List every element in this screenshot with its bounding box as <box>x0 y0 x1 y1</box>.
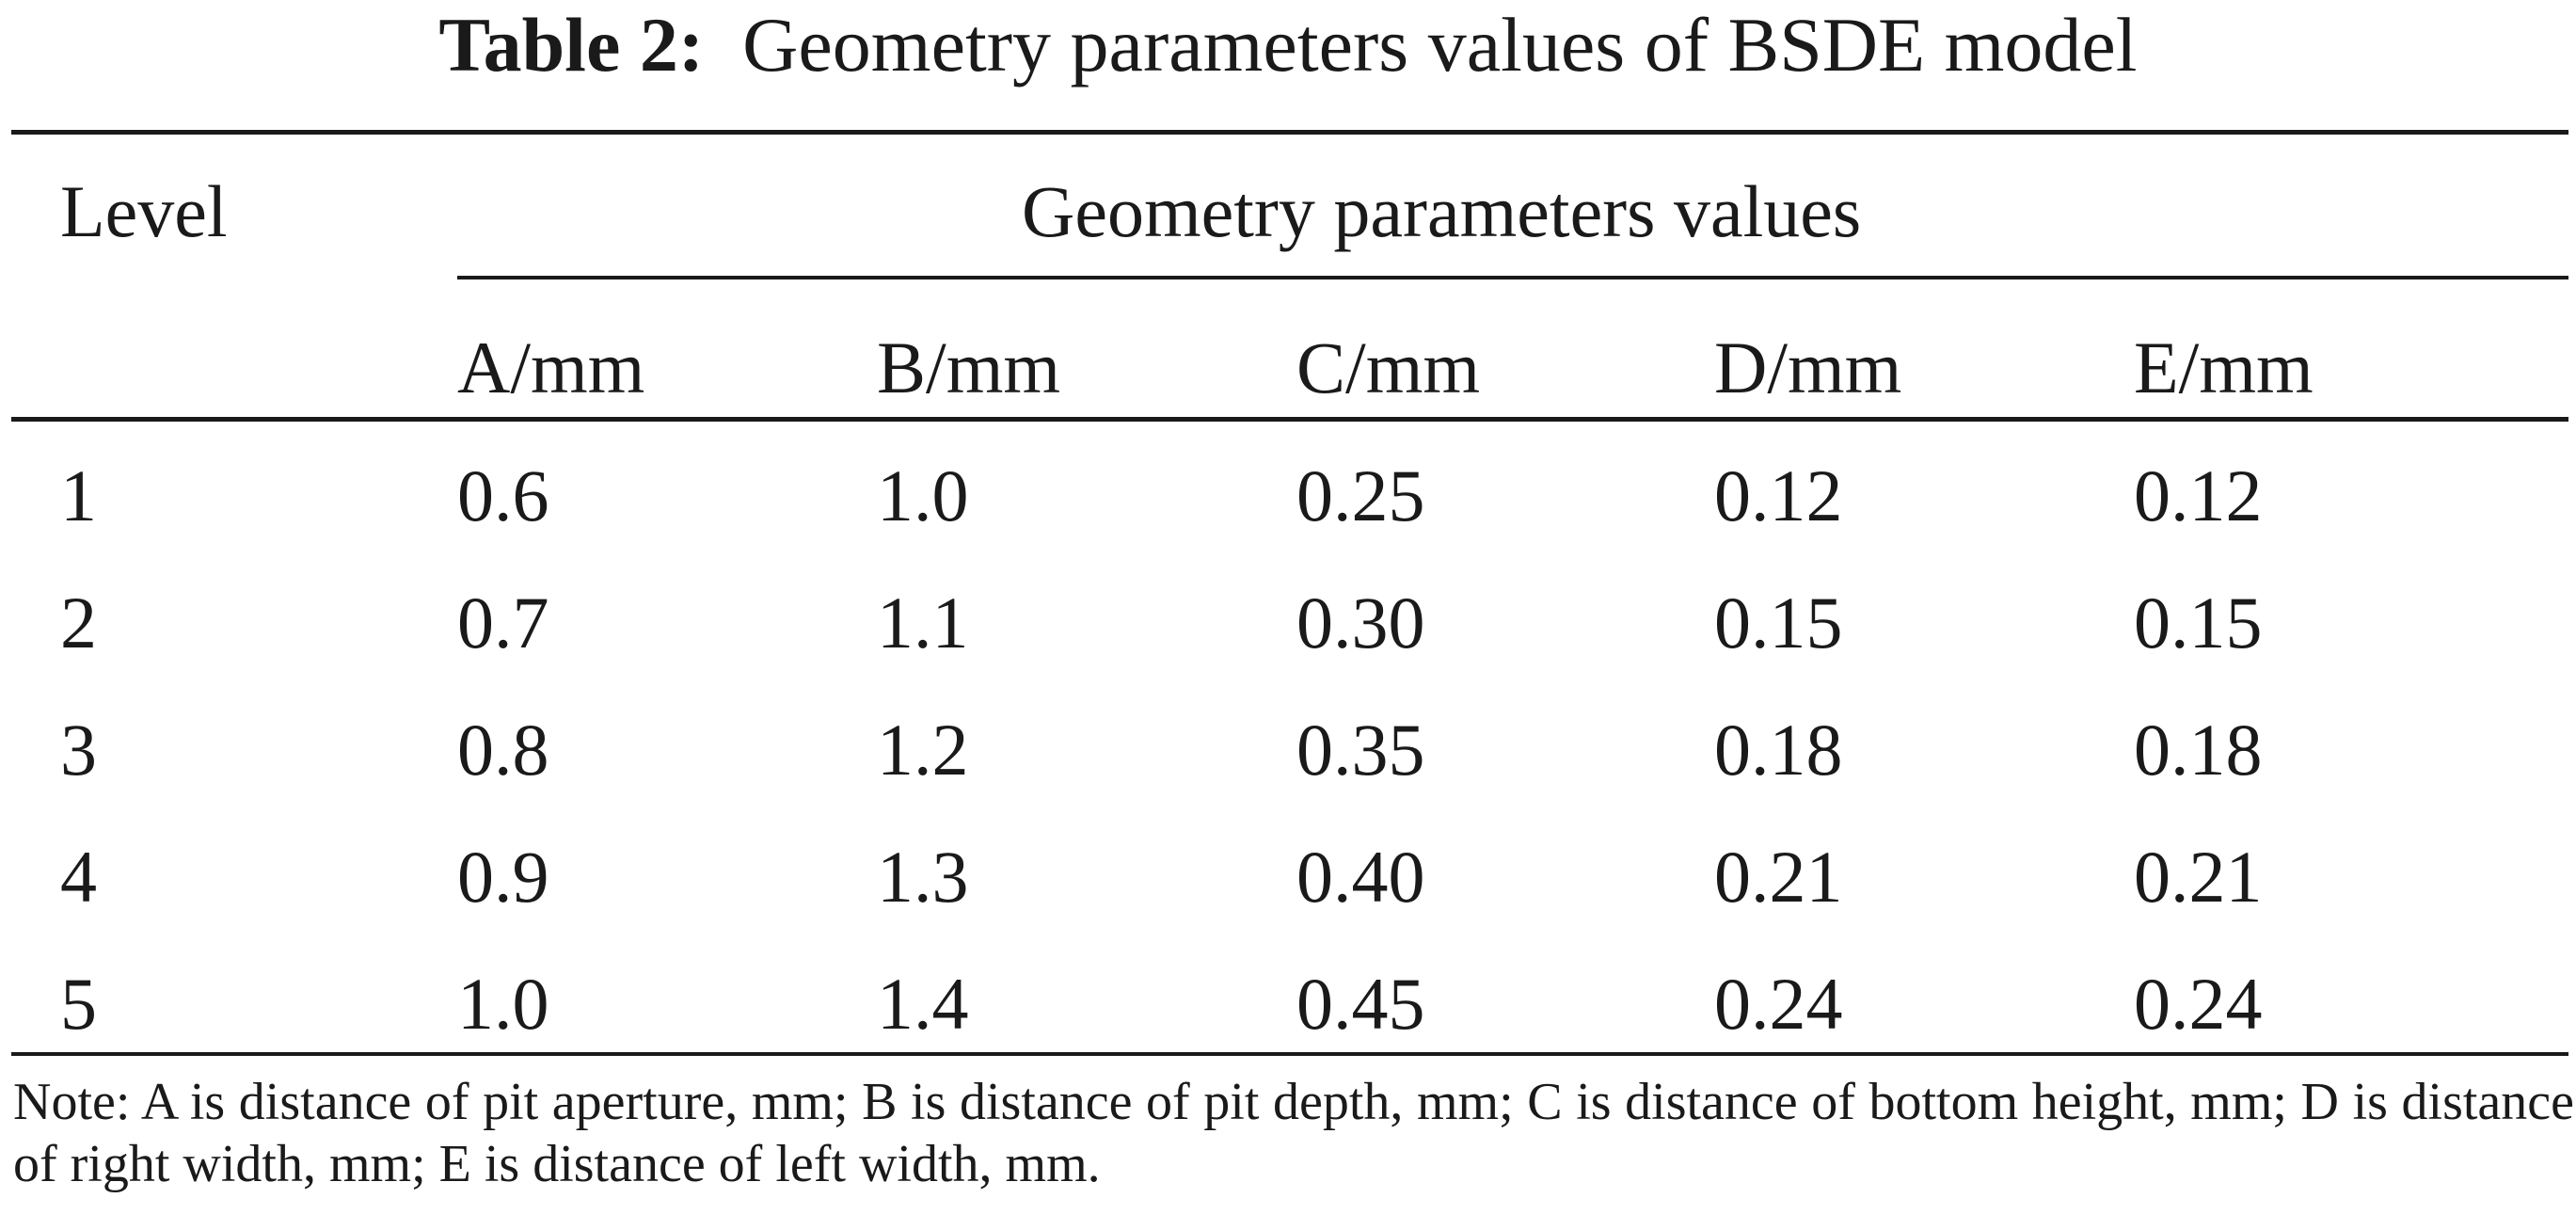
table-caption: Table 2: Geometry parameters values of B… <box>0 0 2576 90</box>
top-rule <box>11 130 2568 135</box>
row-5-e: 0.24 <box>2134 963 2263 1045</box>
row-5-a: 1.0 <box>457 963 549 1045</box>
row-4-a: 0.9 <box>457 836 549 918</box>
group-header: Geometry parameters values <box>1022 170 1862 252</box>
column-header-b: B/mm <box>877 327 1061 408</box>
column-header-c: C/mm <box>1296 327 1481 408</box>
row-2-level: 2 <box>60 582 97 663</box>
row-3-d: 0.18 <box>1714 709 1843 791</box>
caption-text: Geometry parameters values of BSDE model <box>742 2 2138 88</box>
row-2-b: 1.1 <box>877 582 969 663</box>
level-header: Level <box>60 170 228 252</box>
header-rule <box>11 417 2568 422</box>
row-2-d: 0.15 <box>1714 582 1843 663</box>
row-3-a: 0.8 <box>457 709 549 791</box>
row-1-b: 1.0 <box>877 455 969 536</box>
row-3-level: 3 <box>60 709 97 791</box>
row-1-d: 0.12 <box>1714 455 1843 536</box>
row-5-c: 0.45 <box>1296 963 1425 1045</box>
row-5-level: 5 <box>60 963 97 1045</box>
row-3-b: 1.2 <box>877 709 969 791</box>
row-1-e: 0.12 <box>2134 455 2263 536</box>
row-1-level: 1 <box>60 455 97 536</box>
caption-label: Table 2: <box>438 2 705 88</box>
bottom-rule <box>11 1052 2568 1056</box>
row-4-e: 0.21 <box>2134 836 2263 918</box>
row-3-c: 0.35 <box>1296 709 1425 791</box>
column-header-d: D/mm <box>1714 327 1902 408</box>
row-4-d: 0.21 <box>1714 836 1843 918</box>
row-5-b: 1.4 <box>877 963 969 1045</box>
row-3-e: 0.18 <box>2134 709 2263 791</box>
column-header-e: E/mm <box>2134 327 2314 408</box>
row-2-a: 0.7 <box>457 582 549 663</box>
row-4-b: 1.3 <box>877 836 969 918</box>
row-4-level: 4 <box>60 836 97 918</box>
row-5-d: 0.24 <box>1714 963 1843 1045</box>
row-4-c: 0.40 <box>1296 836 1425 918</box>
row-1-a: 0.6 <box>457 455 549 536</box>
row-1-c: 0.25 <box>1296 455 1425 536</box>
table-note: Note: A is distance of pit aperture, mm;… <box>13 1073 2574 1193</box>
row-2-c: 0.30 <box>1296 582 1425 663</box>
row-2-e: 0.15 <box>2134 582 2263 663</box>
group-header-rule <box>457 276 2568 280</box>
column-header-a: A/mm <box>457 327 645 408</box>
